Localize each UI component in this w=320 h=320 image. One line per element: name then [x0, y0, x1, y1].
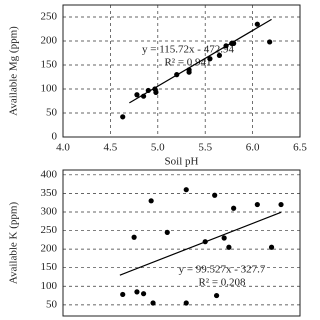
x-tick-label: 6.0 — [246, 142, 260, 154]
data-point — [254, 201, 260, 208]
data-point — [223, 43, 229, 49]
data-point — [231, 40, 237, 47]
r-squared: R² = 0.941 — [164, 57, 211, 69]
y-tick-label: 50 — [46, 107, 58, 119]
data-point — [150, 300, 156, 306]
data-point — [278, 201, 284, 208]
x-tick-label: 4.0 — [56, 142, 70, 154]
equation: y = 115.72x - 472.94 — [142, 44, 234, 56]
y-axis-label: Available Mg (ppm) — [8, 26, 20, 116]
data-point — [221, 235, 227, 241]
y-tick-label: 200 — [41, 35, 58, 47]
data-point — [140, 291, 147, 297]
y-axis-label: Available K (ppm) — [8, 202, 20, 285]
data-point — [145, 87, 151, 94]
y-tick-label: 300 — [41, 206, 58, 218]
y-tick-label: 350 — [41, 187, 58, 199]
data-point — [174, 72, 180, 78]
y-tick-label: 200 — [41, 243, 58, 255]
data-point — [183, 300, 189, 306]
y-tick-label: 100 — [41, 83, 58, 95]
r-squared: R² = 0.208 — [198, 277, 246, 289]
x-tick-label: 4.5 — [104, 142, 118, 154]
x-tick-label: 6.5 — [293, 142, 307, 154]
data-point — [202, 239, 208, 245]
data-point — [183, 187, 189, 193]
x-tick-label: 5.0 — [151, 142, 165, 154]
data-point — [268, 244, 275, 250]
y-tick-label: 250 — [41, 224, 58, 236]
data-point — [140, 93, 147, 99]
data-point — [164, 229, 170, 236]
data-point — [267, 39, 273, 45]
y-tick-label: 50 — [46, 298, 58, 310]
data-point — [213, 292, 220, 299]
x-axis-label: Soil pH — [165, 156, 199, 168]
y-tick-label: 150 — [41, 59, 58, 71]
y-tick-label: 250 — [41, 11, 58, 23]
data-point — [134, 92, 140, 98]
y-tick-label: 150 — [41, 261, 58, 273]
data-point — [186, 69, 192, 75]
data-point — [207, 56, 213, 62]
data-point — [131, 234, 137, 240]
y-tick-label: 100 — [41, 280, 58, 292]
data-point — [148, 198, 154, 204]
data-point — [120, 114, 126, 120]
data-point — [226, 244, 232, 250]
data-point — [120, 291, 126, 298]
equation: y = 99.527x - 327.7 — [179, 264, 266, 276]
data-point — [216, 52, 223, 59]
data-point — [231, 205, 237, 211]
x-tick-label: 5.5 — [198, 142, 212, 154]
trend-line — [119, 211, 282, 276]
y-tick-label: 0 — [52, 131, 58, 143]
plot-frame — [62, 4, 301, 138]
data-point — [153, 89, 159, 95]
data-point — [254, 21, 260, 27]
data-point — [212, 192, 218, 198]
y-tick-label: 400 — [41, 168, 58, 180]
plot-frame — [62, 169, 301, 317]
data-point — [134, 289, 140, 295]
